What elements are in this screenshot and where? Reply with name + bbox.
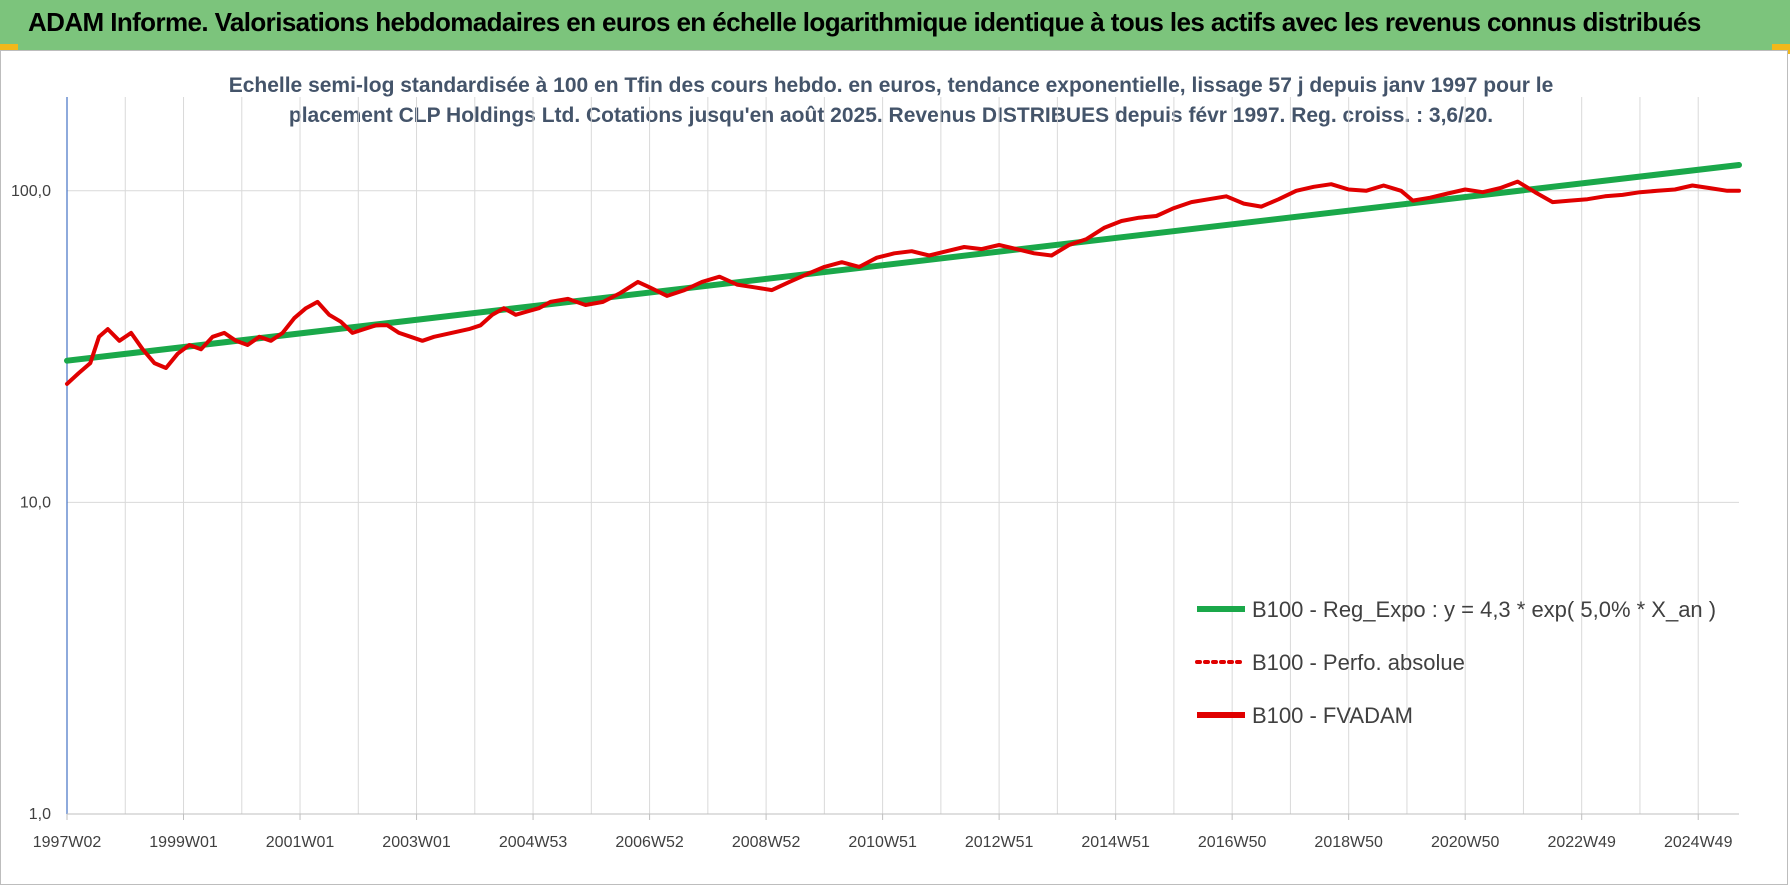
header-bar: ADAM Informe. Valorisations hebdomadaire… [0, 0, 1790, 50]
legend-label-0: B100 - Reg_Expo : y = 4,3 * exp( 5,0% * … [1252, 597, 1716, 622]
series-line-0 [64, 162, 1742, 364]
x-tick-label: 2010W51 [848, 834, 917, 851]
x-tick-label: 2006W52 [615, 834, 684, 851]
chart-title-line-1: Echelle semi-log standardisée à 100 en T… [229, 74, 1554, 97]
x-tick-label: 2018W50 [1314, 834, 1383, 851]
x-tick-label: 1997W02 [33, 834, 102, 851]
legend-label-1: B100 - Perfo. absolue [1252, 650, 1465, 675]
grid [66, 97, 1739, 814]
legend-label-2: B100 - FVADAM [1252, 703, 1413, 728]
x-tick-label: 2024W49 [1664, 834, 1733, 851]
x-tick-label: 2016W50 [1198, 834, 1267, 851]
series-line-2 [65, 179, 1741, 386]
x-tick-label: 2022W49 [1547, 834, 1616, 851]
y-tick-label: 100,0 [11, 183, 51, 200]
chart-title-line-2: placement CLP Holdings Ltd. Cotations ju… [289, 104, 1493, 127]
axes: 1,0 10,0 100,0 1997W02 1999W01 2001W01 2003W01… [11, 97, 1739, 851]
x-tick-label: 2012W51 [965, 834, 1034, 851]
chart-frame: Echelle semi-log standardisée à 100 en T… [0, 50, 1788, 885]
chart-title: Echelle semi-log standardisée à 100 en T… [229, 74, 1554, 127]
page-title: ADAM Informe. Valorisations hebdomadaire… [28, 7, 1701, 37]
x-tick-label: 2003W01 [382, 834, 451, 851]
x-tick-label: 2001W01 [266, 834, 335, 851]
corner-marker-top-right [1772, 44, 1790, 54]
x-tick-label: 2008W52 [732, 834, 801, 851]
y-tick-label: 10,0 [20, 494, 51, 511]
y-tick-label: 1,0 [29, 806, 51, 823]
x-tick-label: 1999W01 [149, 834, 218, 851]
legend: B100 - Reg_Expo : y = 4,3 * exp( 5,0% * … [1195, 597, 1716, 728]
plot-area [64, 162, 1742, 386]
corner-marker-top-left [0, 44, 18, 54]
x-tick-label: 2004W53 [499, 834, 568, 851]
x-tick-label: 2014W51 [1081, 834, 1150, 851]
x-tick-label: 2020W50 [1431, 834, 1500, 851]
chart-svg: Echelle semi-log standardisée à 100 en T… [11, 74, 1742, 851]
